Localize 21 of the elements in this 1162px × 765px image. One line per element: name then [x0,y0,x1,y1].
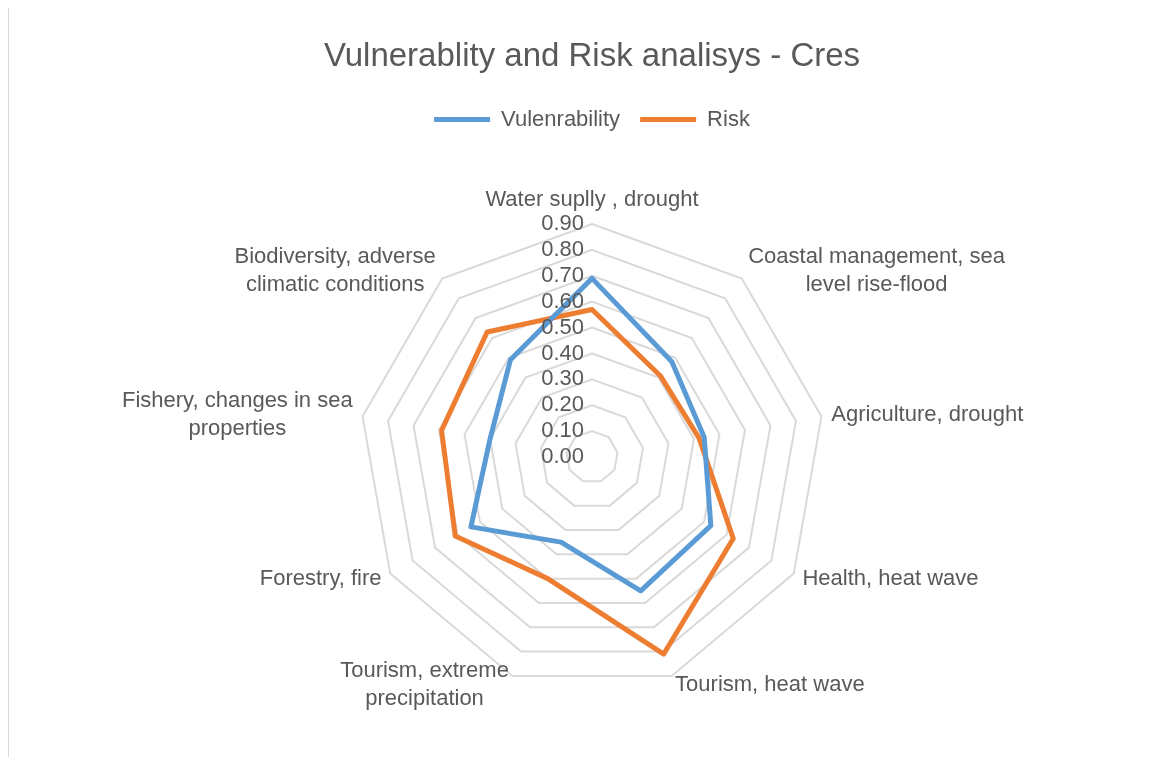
spoke-label: Tourism, heat wave [675,671,865,697]
spoke-label: Tourism, extreme precipitation [340,657,509,711]
legend-label: Vulenrability [501,105,621,131]
chart-title: Vulnerablity and Risk analisys - Cres [323,35,861,73]
y-tick-label: 0.70 [541,261,584,287]
y-tick-label: 0.40 [541,339,584,365]
y-tick-label: 0.20 [541,391,584,417]
y-tick-label: 0.80 [541,235,584,261]
y-tick-label: 0.90 [541,210,584,236]
spoke-label: Biodiversity, adverse climatic conditions [234,242,436,296]
y-tick-label: 0.10 [541,417,584,443]
spoke-label: Forestry, fire [259,564,382,590]
y-tick-label: 0.30 [541,365,584,391]
y-tick-label: 0.50 [541,313,584,339]
spoke-label: Agriculture, drought [831,400,1024,426]
spoke-label: Health, heat wave [802,564,979,590]
spoke-label: Fishery, changes in sea properties [121,386,354,440]
y-tick-label: 0.00 [541,443,584,469]
spoke-label: Water suplly , drought [485,186,699,212]
spoke-label: Coastal management, sea level rise-flood [748,242,1006,296]
legend-label: Risk [707,105,751,131]
